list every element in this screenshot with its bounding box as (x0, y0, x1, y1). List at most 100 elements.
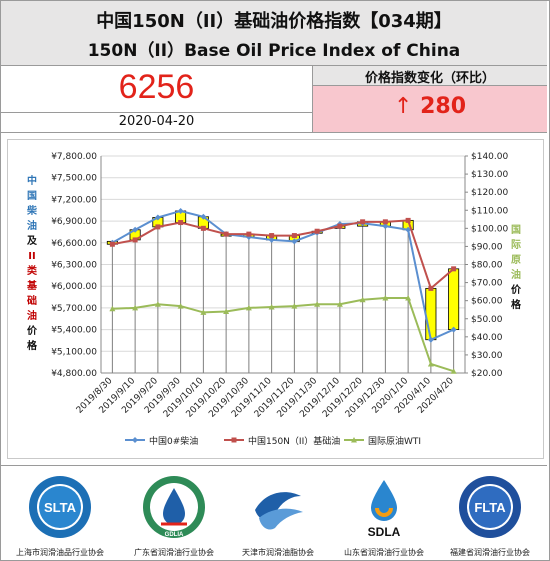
series-1-point (132, 226, 139, 233)
price-chart: ¥7,800.00 ¥7,500.00 ¥7,200.00 ¥6,900.00 ¥6,6… (7, 139, 544, 459)
series-3-point (268, 303, 275, 310)
gdlia-badge: GDLIA (165, 532, 184, 538)
series-2-point (178, 220, 184, 226)
y-left-axis-label-char: 国 (27, 190, 37, 202)
y-right-tick-label: $40.00 (471, 333, 503, 343)
y-left-tick-label: ¥4,800.00 (51, 369, 97, 379)
series-2-point (109, 241, 115, 247)
y-right-axis-label-char: 国 (511, 224, 521, 236)
series-3-point (245, 304, 252, 311)
y-left-tick-label: ¥7,200.00 (51, 195, 97, 205)
legend-label-2: 中国150N（II）基础油 (248, 435, 340, 447)
series-line-1 (111, 209, 455, 342)
association-name: 天津市润滑油脂协会 (242, 548, 314, 557)
sdla-badge: SDLA (368, 525, 401, 539)
y-left-tick-label: ¥7,800.00 (51, 152, 97, 162)
candle-bar (425, 287, 437, 341)
series-2-point (451, 266, 457, 272)
association-name: 山东省润滑油行业协会 (344, 548, 424, 557)
association-name: 福建省润滑油行业协会 (450, 548, 530, 557)
flta-badge: FLTA (474, 500, 506, 515)
y-right-tick-label: $90.00 (471, 242, 503, 252)
series-2-point (337, 223, 343, 229)
slta-logo-icon: SLTA (29, 476, 91, 538)
series-1-point (177, 207, 184, 214)
y-right-tick-label: $130.00 (471, 170, 508, 180)
series-3-point (382, 294, 389, 301)
legend-label-3: 国际原油WTI (368, 435, 421, 447)
y-left-axis-label-char: 油 (27, 219, 37, 232)
y-left-tick-label: ¥5,100.00 (51, 347, 97, 357)
title-english: 150N（II）Base Oil Price Index of China (87, 41, 461, 61)
y-right-tick-label: $140.00 (471, 152, 508, 162)
y-left-tick-label: ¥6,600.00 (51, 239, 97, 249)
y-left-tick-label: ¥7,500.00 (51, 174, 97, 184)
y-left-axis-label-char: 油 (27, 309, 37, 322)
association-2: GDLIA 广东省润滑油行业协会 (119, 474, 229, 558)
y-left-axis-label-char: II (28, 251, 35, 262)
y-right-axis-label-char: 价 (511, 284, 522, 296)
series-1-point (450, 326, 457, 333)
y-right-tick-label: $120.00 (471, 188, 508, 198)
y-right-tick-label: $50.00 (471, 315, 503, 325)
y-left-tick-label: ¥5,700.00 (51, 304, 97, 314)
series-line-3 (112, 296, 454, 373)
series-2-point (428, 285, 434, 291)
legend-label-1: 中国0#柴油 (149, 435, 198, 447)
series-2-point (360, 219, 366, 225)
y-left-axis-label-char: 类 (27, 264, 37, 277)
series-3-point (336, 301, 343, 307)
association-4: SDLA 山东省润滑油行业协会 (329, 474, 439, 558)
legend-marker (351, 437, 357, 443)
y-left-axis-label-char: 中 (27, 174, 37, 187)
index-date-box: 2020-04-20 (1, 113, 313, 133)
up-arrow-icon: ↑ (393, 94, 413, 119)
y-right-axis-label-char: 油 (511, 268, 521, 281)
legend-marker (231, 437, 237, 443)
series-1-point (291, 238, 298, 245)
candle-bar (448, 268, 460, 330)
series-3-point (427, 360, 434, 367)
slta-badge: SLTA (44, 500, 77, 515)
association-1: SLTA 上海市润滑油品行业协会 (5, 474, 115, 558)
series-2-point (155, 224, 161, 230)
series-3-point (200, 309, 207, 315)
association-3: 天津市润滑油脂协会 (223, 474, 333, 558)
series-3-point (359, 296, 366, 303)
legend-marker (132, 437, 138, 443)
y-left-tick-label: ¥6,300.00 (51, 261, 97, 271)
series-2-point (269, 233, 275, 239)
price-chart-svg: ¥7,800.00 ¥7,500.00 ¥7,200.00 ¥6,900.00 ¥6,6… (26, 152, 522, 447)
y-right-tick-label: $80.00 (471, 261, 503, 271)
tianjin-logo-icon (255, 492, 303, 530)
title-chinese: 中国150N（II）基础油价格指数【034期】 (96, 11, 452, 32)
change-header: 价格指数变化（环比） (313, 66, 547, 86)
series-3-point (291, 303, 298, 309)
y-right-tick-label: $60.00 (471, 297, 503, 307)
y-right-axis-label-char: 际 (511, 239, 521, 251)
association-name: 上海市润滑油品行业协会 (16, 548, 104, 557)
series-2-point (246, 231, 252, 237)
y-right-tick-label: $70.00 (471, 279, 503, 289)
change-label: 价格指数变化（环比） (364, 71, 495, 86)
y-left-axis-label-char: 础 (27, 294, 37, 307)
series-2-point (132, 237, 138, 243)
change-value: 280 (420, 94, 467, 119)
association-5: FLTA 福建省润滑油行业协会 (435, 474, 545, 558)
y-right-axis-label-char: 原 (511, 254, 521, 266)
series-2-point (200, 225, 206, 231)
y-left-axis-label-char: 价 (27, 325, 38, 337)
series-1-point (405, 226, 412, 233)
series-2-point (314, 228, 320, 234)
series-3-point (154, 301, 161, 307)
title-banner: 中国150N（II）基础油价格指数【034期】 150N（II）Base Oil… (1, 1, 547, 66)
series-2-point (291, 233, 297, 239)
series-line-2 (112, 219, 455, 291)
association-name: 广东省润滑油行业协会 (134, 548, 214, 557)
change-value-text: ↑ 280 (313, 94, 547, 119)
y-right-tick-label: $30.00 (471, 351, 503, 361)
series-3-point (132, 304, 139, 311)
series-3-point (450, 368, 457, 374)
series-3-point (223, 308, 230, 315)
gdlia-logo-icon: GDLIA (143, 476, 205, 538)
